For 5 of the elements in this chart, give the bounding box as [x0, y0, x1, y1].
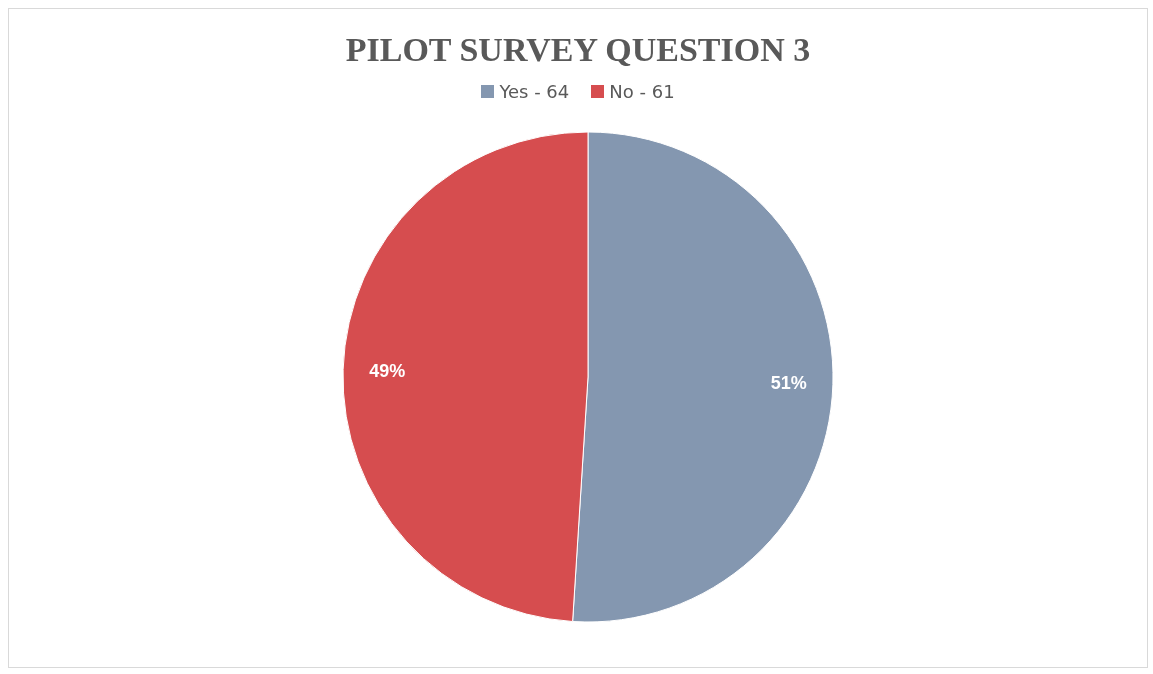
- legend-label: No - 61: [609, 81, 675, 102]
- legend-label: Yes - 64: [499, 81, 570, 102]
- data-label: 51%: [770, 373, 807, 394]
- chart-title: PILOT SURVEY QUESTION 3: [344, 31, 812, 69]
- data-label: 49%: [369, 360, 406, 381]
